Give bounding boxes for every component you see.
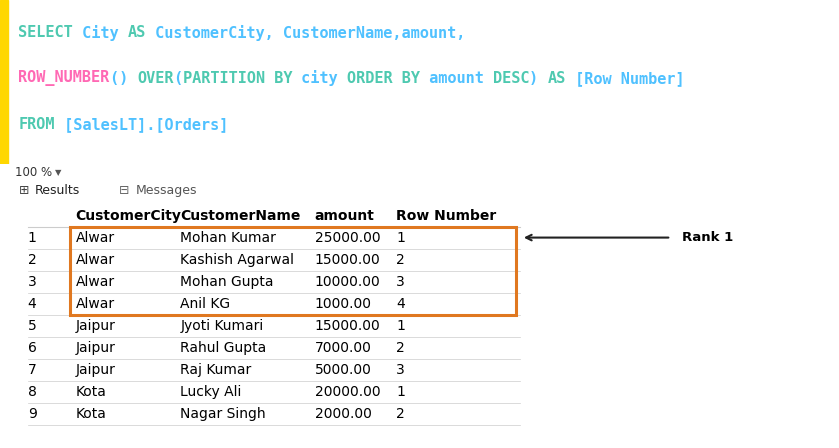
Text: Rahul Gupta: Rahul Gupta: [180, 341, 267, 355]
Text: city: city: [292, 70, 347, 86]
Text: Row Number: Row Number: [396, 208, 496, 223]
Text: (): (): [110, 71, 137, 86]
Text: (: (: [174, 71, 183, 86]
Text: 9: 9: [28, 407, 37, 421]
Text: PARTITION BY: PARTITION BY: [183, 71, 292, 86]
Text: CustomerCity, CustomerName,amount,: CustomerCity, CustomerName,amount,: [146, 25, 466, 41]
Text: 2000.00: 2000.00: [315, 407, 372, 421]
Text: Jyoti Kumari: Jyoti Kumari: [180, 319, 263, 333]
Text: 8: 8: [28, 385, 37, 399]
Text: ▼: ▼: [55, 168, 61, 177]
Text: 5000.00: 5000.00: [315, 363, 372, 377]
Bar: [70, 227, 516, 315]
Text: 15000.00: 15000.00: [315, 319, 380, 333]
Text: Jaipur: Jaipur: [76, 319, 116, 333]
Text: AS: AS: [128, 25, 146, 40]
Text: SELECT: SELECT: [18, 25, 73, 40]
Text: Messages: Messages: [136, 184, 197, 197]
Text: 2: 2: [396, 341, 404, 355]
Text: Alwar: Alwar: [76, 275, 115, 289]
Text: 2: 2: [396, 253, 404, 267]
Text: Alwar: Alwar: [76, 297, 115, 311]
Text: AS: AS: [548, 71, 566, 86]
Text: 7: 7: [28, 363, 36, 377]
Text: Raj Kumar: Raj Kumar: [180, 363, 252, 377]
Text: 5: 5: [28, 319, 36, 333]
Text: 7000.00: 7000.00: [315, 341, 372, 355]
Text: 2: 2: [396, 407, 404, 421]
Text: Results: Results: [35, 184, 81, 197]
Bar: [10, 182, 107, 198]
Text: [SalesLT].[Orders]: [SalesLT].[Orders]: [55, 117, 228, 132]
Text: Kota: Kota: [76, 385, 107, 399]
Text: [Row Number]: [Row Number]: [566, 71, 685, 86]
Text: Jaipur: Jaipur: [76, 341, 116, 355]
Text: amount: amount: [420, 71, 493, 86]
Text: FROM: FROM: [18, 117, 55, 132]
Text: DESC: DESC: [493, 71, 529, 86]
Text: Kota: Kota: [76, 407, 107, 421]
Text: 10000.00: 10000.00: [315, 275, 380, 289]
Text: amount: amount: [315, 208, 374, 223]
Text: 4: 4: [28, 297, 36, 311]
Text: 3: 3: [396, 363, 404, 377]
Text: Nagar Singh: Nagar Singh: [180, 407, 266, 421]
Text: Mohan Kumar: Mohan Kumar: [180, 231, 276, 245]
Bar: [0, 0, 8, 164]
Text: City: City: [73, 25, 128, 41]
Text: 15000.00: 15000.00: [315, 253, 380, 267]
Text: 1: 1: [396, 385, 405, 399]
Text: Mohan Gupta: Mohan Gupta: [180, 275, 274, 289]
Text: 25000.00: 25000.00: [315, 231, 380, 245]
Text: 1: 1: [28, 231, 37, 245]
Text: ROW_NUMBER: ROW_NUMBER: [18, 70, 110, 86]
Text: Kashish Agarwal: Kashish Agarwal: [180, 253, 294, 267]
Text: 4: 4: [396, 297, 404, 311]
Text: 6: 6: [28, 341, 37, 355]
Text: 20000.00: 20000.00: [315, 385, 380, 399]
Text: 100 %: 100 %: [15, 166, 52, 179]
Text: CustomerCity: CustomerCity: [76, 208, 181, 223]
Text: Alwar: Alwar: [76, 231, 115, 245]
Text: Rank 1: Rank 1: [682, 231, 733, 244]
Text: Anil KG: Anil KG: [180, 297, 231, 311]
Text: ): ): [529, 71, 548, 86]
Text: ⊟: ⊟: [119, 184, 130, 197]
Text: 3: 3: [396, 275, 404, 289]
Text: 1: 1: [396, 319, 405, 333]
Text: 2: 2: [28, 253, 36, 267]
Text: CustomerName: CustomerName: [180, 208, 300, 223]
Text: Jaipur: Jaipur: [76, 363, 116, 377]
Text: ⊞: ⊞: [18, 184, 29, 197]
Text: Alwar: Alwar: [76, 253, 115, 267]
Text: Lucky Ali: Lucky Ali: [180, 385, 242, 399]
Text: 1: 1: [396, 231, 405, 245]
Text: 1000.00: 1000.00: [315, 297, 372, 311]
Text: ORDER BY: ORDER BY: [347, 71, 420, 86]
Text: OVER: OVER: [137, 71, 174, 86]
Text: 3: 3: [28, 275, 36, 289]
